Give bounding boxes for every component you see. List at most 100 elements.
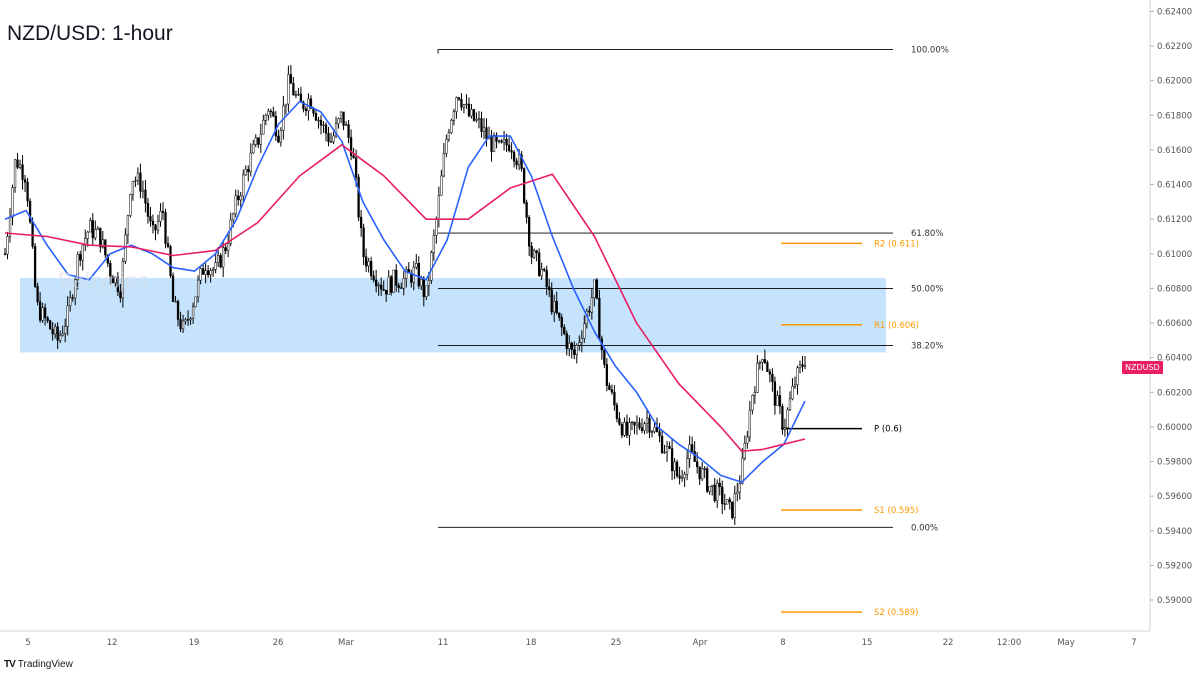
candle-body	[237, 195, 240, 201]
pivot-level-label: P (0.6)	[874, 425, 902, 435]
candle-body	[595, 279, 598, 299]
candle-body	[395, 269, 398, 286]
candle-body	[668, 445, 671, 449]
candle-body	[633, 421, 636, 426]
candle-body	[372, 275, 375, 281]
candle-body	[455, 97, 458, 112]
candle-body	[94, 229, 97, 239]
candle-body	[417, 263, 420, 287]
candle-body	[515, 160, 518, 166]
candle-body	[560, 317, 563, 328]
candle-body	[550, 289, 553, 313]
candle-body	[134, 180, 137, 182]
candle-body	[367, 261, 370, 267]
candle-body	[294, 94, 298, 96]
candle-body	[495, 134, 498, 142]
candle-body	[490, 136, 493, 152]
candle-body	[279, 130, 283, 143]
candle-body	[119, 291, 122, 299]
candle-body	[665, 445, 669, 453]
candle-body	[191, 306, 195, 319]
y-tick-label: 0.60800	[1157, 284, 1192, 294]
candle-body	[76, 254, 79, 280]
candle-body	[364, 256, 368, 267]
pivot-level-label: R2 (0.611)	[874, 239, 919, 249]
y-tick-label: 0.62200	[1157, 42, 1192, 52]
candle-body	[232, 213, 235, 221]
candle-body	[540, 268, 543, 276]
candle-body	[239, 195, 242, 201]
candle-body	[96, 227, 99, 230]
candle-body	[783, 427, 787, 430]
candle-body	[186, 319, 190, 321]
candle-body	[533, 250, 536, 258]
candle-body	[274, 115, 277, 137]
candle-body	[171, 275, 175, 302]
x-tick-label: 19	[189, 638, 200, 648]
candle-body	[54, 326, 57, 335]
candle-body	[753, 392, 756, 396]
candle-body	[470, 109, 473, 117]
candle-body	[66, 305, 69, 327]
candle-body	[776, 395, 779, 406]
candle-body	[56, 326, 59, 341]
candle-body	[23, 179, 27, 183]
candle-body	[608, 385, 611, 390]
candle-body	[369, 261, 373, 277]
candle-body	[33, 246, 37, 287]
x-tick-label: 12	[107, 638, 118, 648]
candle-body	[512, 151, 516, 162]
x-tick-label: 18	[526, 638, 537, 648]
candle-body	[400, 287, 403, 289]
y-tick-label: 0.60600	[1157, 319, 1192, 329]
candle-body	[322, 124, 325, 126]
candle-body	[658, 431, 661, 437]
candle-body	[302, 101, 305, 110]
candle-body	[397, 285, 400, 288]
moving-average-slow-line	[4, 144, 806, 452]
candle-body	[520, 154, 523, 169]
candle-body	[738, 483, 741, 493]
candle-body	[377, 284, 380, 287]
candle-body	[99, 227, 102, 248]
candle-body	[329, 141, 333, 143]
candle-body	[104, 239, 107, 256]
y-tick-label: 0.59200	[1157, 561, 1192, 571]
candle-body	[675, 461, 679, 477]
tradingview-brand[interactable]: TV TradingView	[4, 659, 73, 670]
candle-body	[437, 195, 441, 220]
candle-body	[563, 326, 566, 334]
candle-body	[64, 326, 67, 334]
support-resistance-zone	[20, 278, 886, 353]
y-tick-label: 0.61200	[1157, 215, 1192, 225]
candle-body	[781, 406, 784, 430]
candle-body	[570, 342, 573, 350]
candle-body	[588, 310, 591, 313]
candle-body	[457, 97, 461, 100]
candle-body	[643, 423, 646, 432]
candle-body	[663, 451, 666, 454]
candle-body	[425, 285, 428, 298]
candle-body	[359, 216, 363, 229]
candle-body	[159, 211, 162, 222]
candle-body	[728, 499, 731, 503]
candle-body	[673, 461, 676, 472]
candle-body	[169, 246, 172, 277]
candle-body	[465, 103, 468, 106]
candle-body	[309, 98, 313, 109]
candle-body	[415, 263, 418, 268]
candle-body	[535, 250, 538, 254]
candle-body	[645, 417, 649, 424]
candle-body	[450, 120, 453, 133]
candle-body	[41, 307, 44, 321]
candle-body	[530, 245, 533, 258]
candle-body	[217, 255, 220, 264]
candle-body	[380, 284, 383, 290]
candle-body	[756, 363, 759, 393]
candle-body	[46, 317, 49, 322]
candle-body	[475, 119, 478, 121]
candle-body	[648, 417, 651, 433]
candle-body	[763, 359, 767, 363]
candle-body	[726, 499, 729, 505]
